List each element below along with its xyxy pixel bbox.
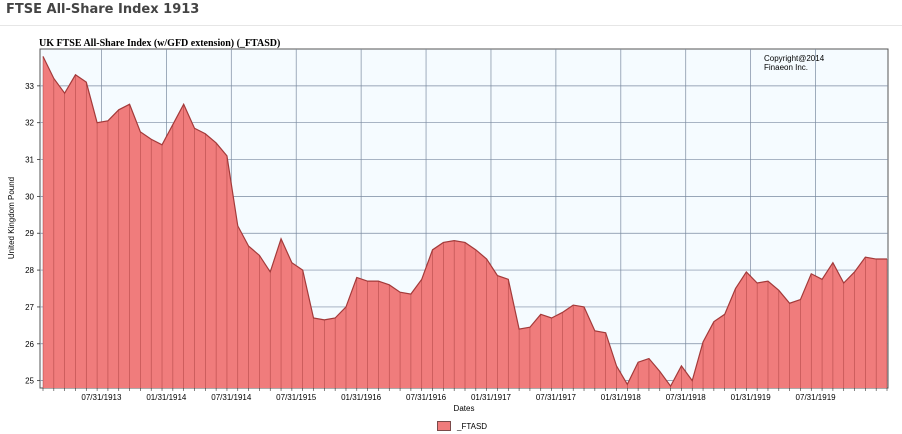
x-tick-label: 07/31/1914: [211, 393, 252, 402]
x-tick-label: 07/31/1915: [276, 393, 317, 402]
x-axis-label: Dates: [454, 404, 475, 413]
legend-label: _FTASD: [457, 421, 488, 431]
copyright-line-1: Copyright@2014: [764, 54, 825, 63]
y-tick-label: 30: [25, 192, 34, 201]
y-tick-label: 33: [25, 82, 34, 91]
y-tick-label: 29: [25, 229, 34, 238]
copyright-line-2: Finaeon Inc.: [764, 63, 808, 72]
series-area-fill: [43, 56, 887, 388]
axes: 25 26 27 28 29 30 31 32 33 07/31/1913 01/31/1914 07…: [25, 82, 888, 402]
x-tick-label: 01/31/1916: [341, 393, 382, 402]
title-divider: [0, 25, 902, 26]
x-tick-label: 01/31/1914: [146, 393, 187, 402]
y-axis-label: United Kingdom Pound: [7, 177, 16, 259]
y-tick-label: 32: [25, 119, 34, 128]
x-tick-label: 07/31/1919: [796, 393, 837, 402]
y-tick-label: 25: [25, 377, 34, 386]
x-tick-label: 01/31/1919: [731, 393, 772, 402]
legend-swatch: [437, 421, 451, 431]
chart-title: UK FTSE All-Share Index (w/GFD extension…: [39, 38, 280, 49]
x-tick-label: 07/31/1916: [406, 393, 447, 402]
y-tick-label: 28: [25, 266, 34, 275]
y-tick-label: 26: [25, 340, 34, 349]
x-tick-label: 07/31/1913: [81, 393, 122, 402]
y-tick-label: 27: [25, 303, 34, 312]
x-tick-label: 01/31/1918: [601, 393, 642, 402]
data-area: [42, 56, 888, 388]
x-tick-label: 07/31/1918: [666, 393, 707, 402]
x-tick-label: 07/31/1917: [536, 393, 577, 402]
series-line: [42, 56, 887, 388]
page-title: FTSE All-Share Index 1913: [6, 2, 200, 17]
legend: _FTASD: [437, 421, 487, 431]
x-tick-label: 01/31/1917: [471, 393, 512, 402]
y-tick-label: 31: [25, 156, 34, 165]
